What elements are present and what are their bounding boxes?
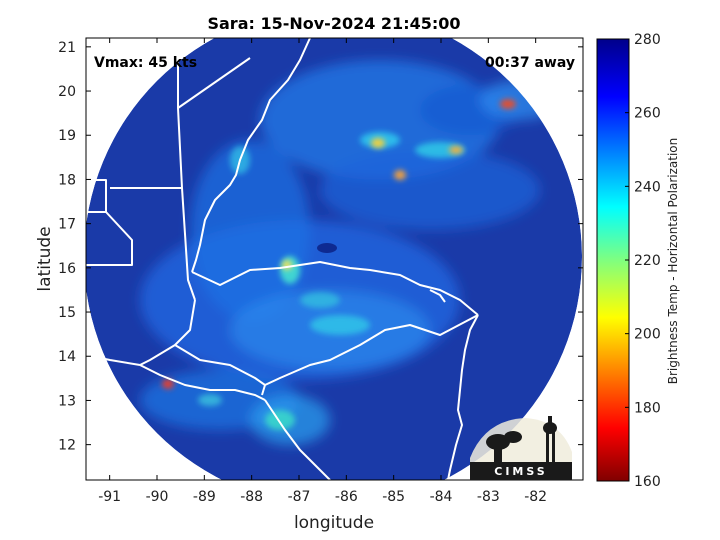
colorbar-ticks: 160 180 200 220 240 260 280 [625, 32, 661, 490]
axes-frame [85, 37, 584, 481]
logo-text: CIMSS [494, 465, 547, 478]
y-tick-label: 14 [58, 349, 76, 365]
colorbar-tick-label: 200 [634, 327, 661, 343]
y-axis: 12 13 14 15 16 17 18 19 20 21 [58, 40, 583, 454]
colorbar-tick-label: 260 [634, 106, 661, 122]
cimss-logo: CIMSS [470, 416, 572, 480]
colorbar-tick-label: 160 [634, 474, 661, 490]
x-tick-label: -90 [146, 489, 169, 505]
y-tick-label: 18 [58, 172, 76, 188]
y-tick-label: 21 [58, 40, 76, 56]
x-tick-label: -91 [98, 489, 121, 505]
y-tick-label: 12 [58, 438, 76, 454]
colorbar-tick-label: 280 [634, 32, 661, 48]
map-panel [86, 38, 583, 480]
y-tick-label: 19 [58, 128, 76, 144]
colorbar-tick-label: 240 [634, 179, 661, 195]
colorbar [596, 38, 630, 482]
x-tick-label: -82 [524, 489, 547, 505]
vmax-label: Vmax: 45 kts [94, 55, 197, 71]
brightness-swath [86, 38, 582, 480]
x-tick-label: -85 [382, 489, 405, 505]
x-tick-label: -86 [335, 489, 358, 505]
y-tick-label: 20 [58, 84, 76, 100]
y-tick-label: 17 [58, 217, 76, 233]
x-axis-label: longitude [294, 513, 374, 533]
x-axis: -91 -90 -89 -88 -87 -86 -85 -84 -83 -82 [98, 38, 547, 505]
x-tick-label: -87 [288, 489, 311, 505]
coastlines [86, 38, 581, 480]
y-tick-label: 13 [58, 393, 76, 409]
colorbar-tick-label: 180 [634, 400, 661, 416]
x-tick-label: -89 [193, 489, 216, 505]
y-tick-label: 15 [58, 305, 76, 321]
x-tick-label: -84 [430, 489, 453, 505]
time-away-label: 00:37 away [485, 55, 575, 71]
colorbar-label: Brightness Temp - Horizontal Polarizatio… [666, 138, 680, 385]
y-tick-label: 16 [58, 261, 76, 277]
plot-title: Sara: 15-Nov-2024 21:45:00 [207, 14, 460, 33]
colorbar-tick-label: 220 [634, 253, 661, 269]
y-axis-label: latitude [35, 226, 55, 291]
x-tick-label: -83 [477, 489, 500, 505]
x-tick-label: -88 [240, 489, 263, 505]
